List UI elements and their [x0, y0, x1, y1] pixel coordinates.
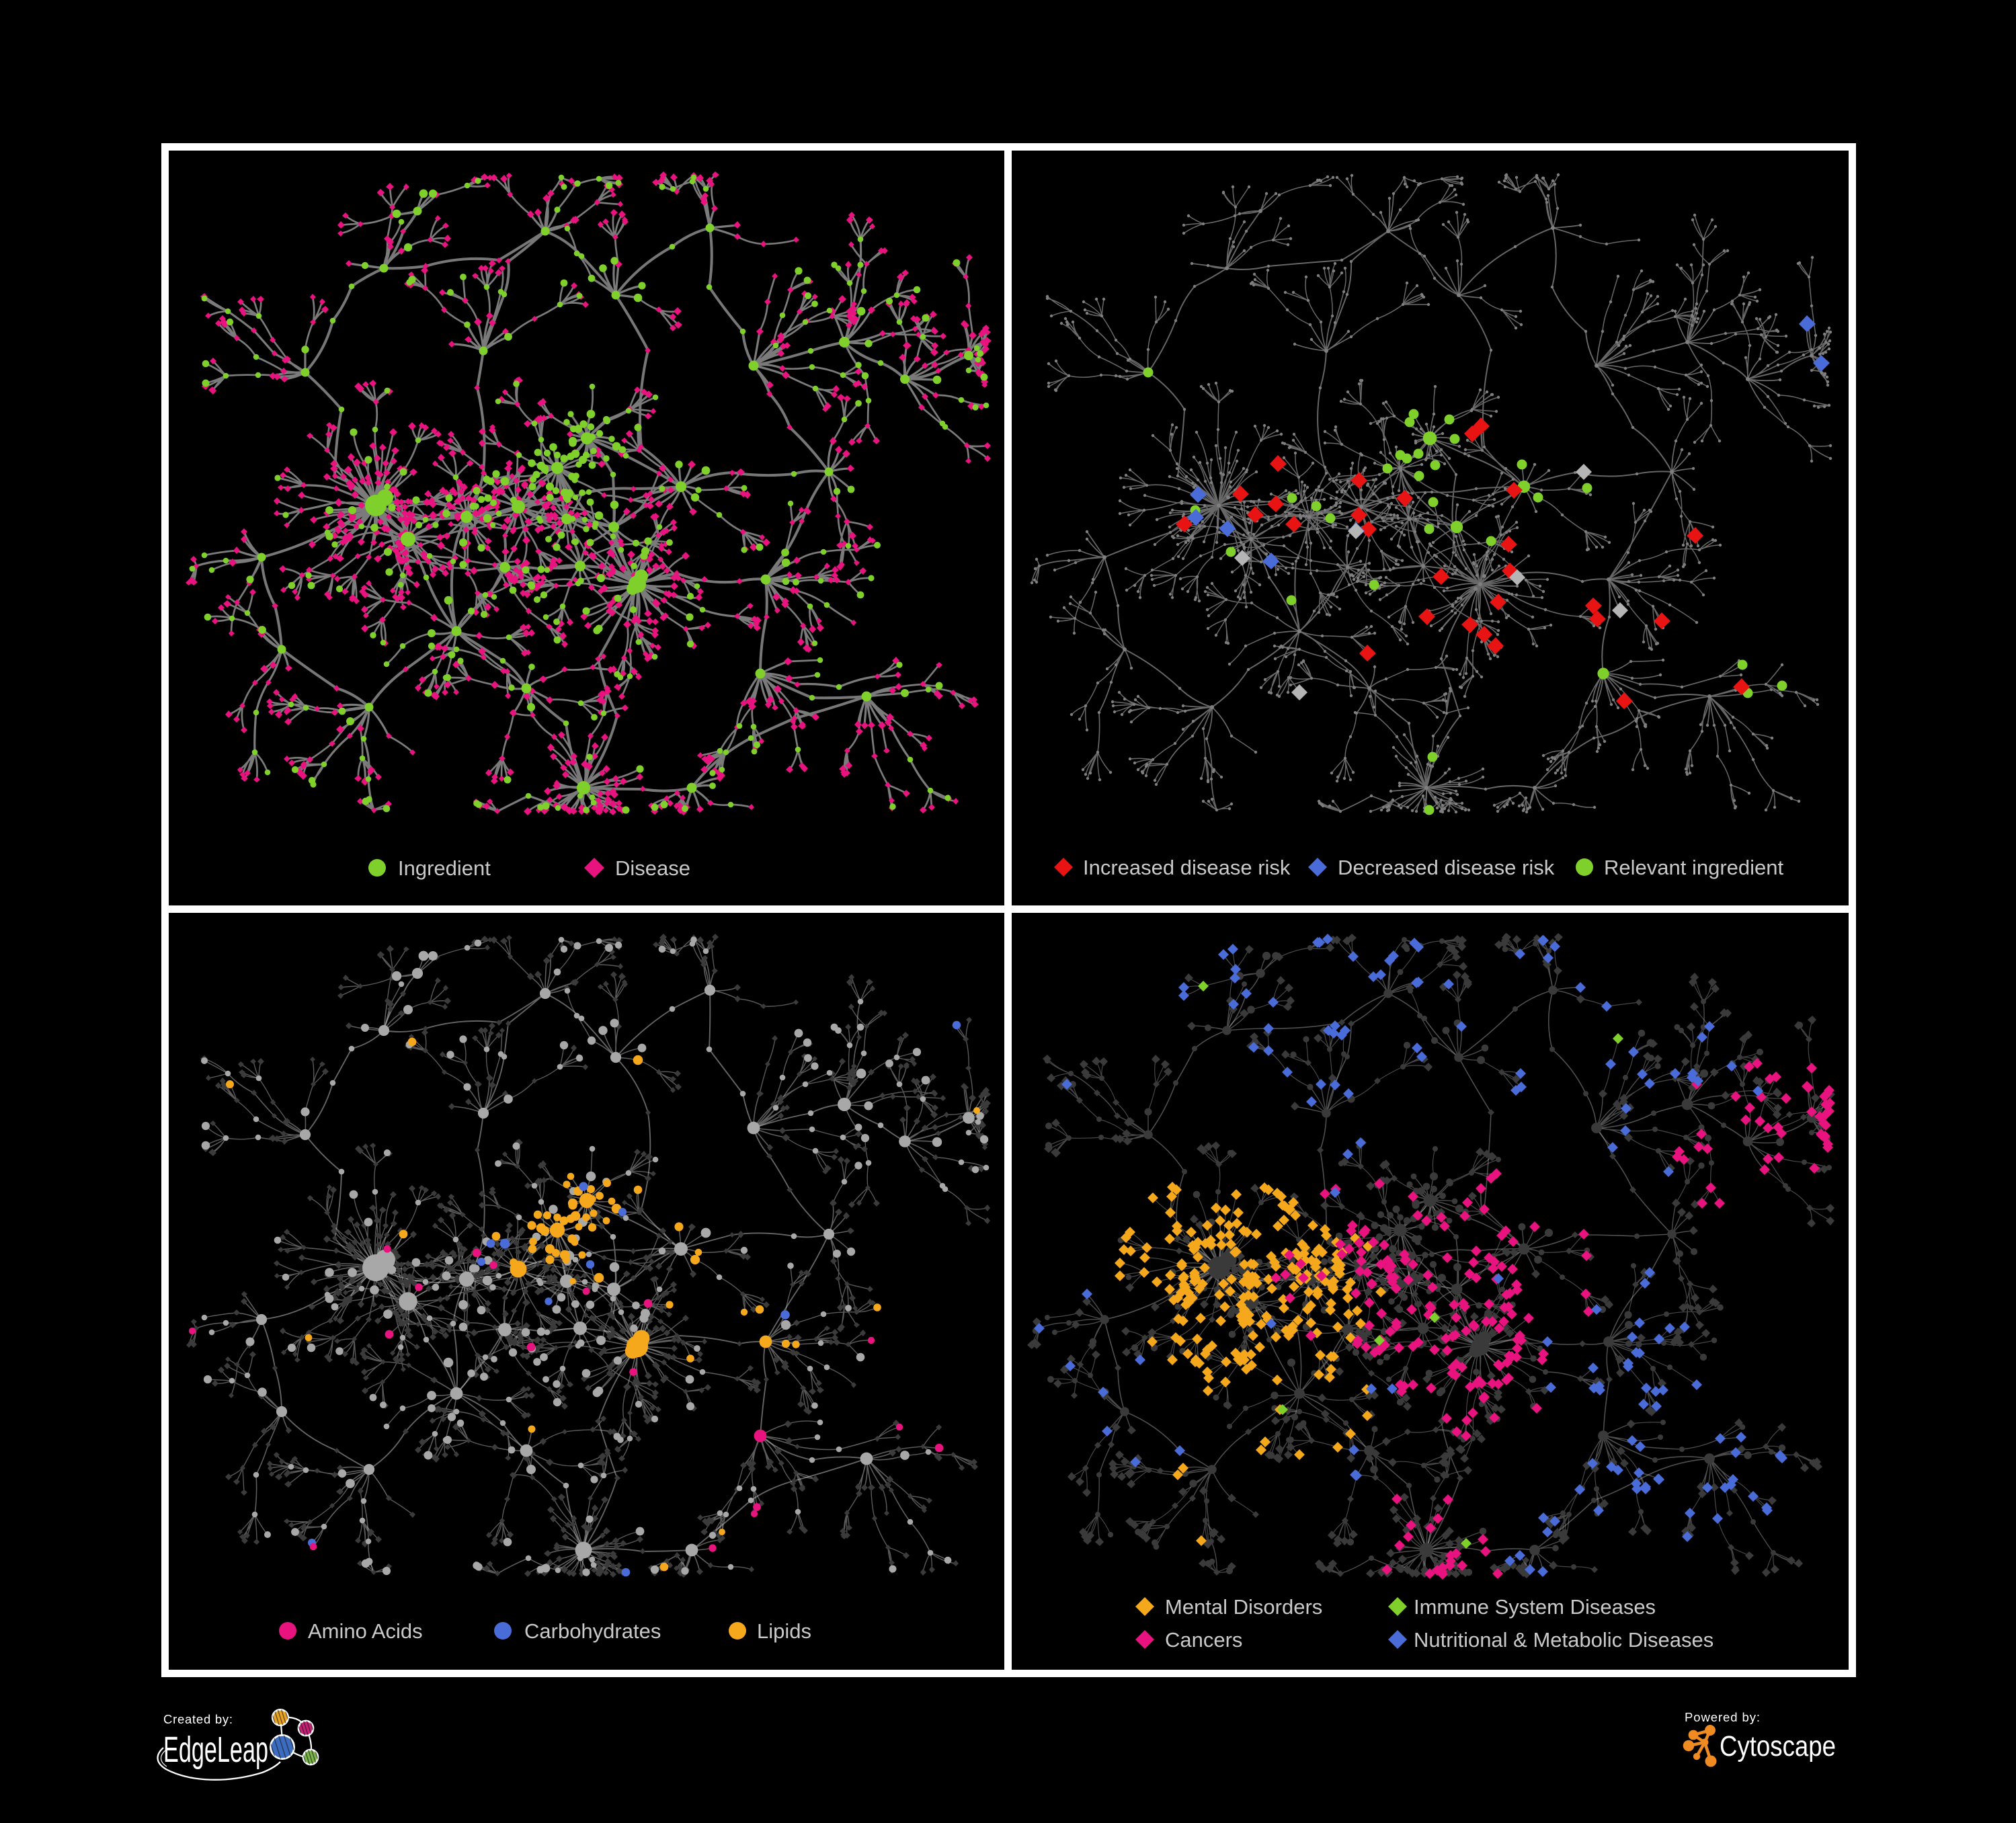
svg-text:Carbohydrates: Carbohydrates — [524, 1619, 661, 1643]
svg-text:Ingredient: Ingredient — [398, 856, 491, 880]
svg-text:Amino Acids: Amino Acids — [308, 1619, 423, 1643]
svg-text:Disease: Disease — [615, 856, 690, 880]
svg-text:Nutritional & Metabolic Diseas: Nutritional & Metabolic Diseases — [1414, 1628, 1713, 1652]
svg-text:Decreased disease risk: Decreased disease risk — [1338, 856, 1555, 879]
svg-text:Relevant ingredient: Relevant ingredient — [1604, 856, 1784, 879]
svg-text:Created by:: Created by: — [163, 1712, 233, 1726]
svg-text:Lipids: Lipids — [757, 1619, 811, 1643]
svg-text:Cytoscape: Cytoscape — [1720, 1731, 1836, 1763]
svg-text:Increased disease risk: Increased disease risk — [1083, 856, 1291, 879]
svg-text:Mental Disorders: Mental Disorders — [1165, 1595, 1322, 1619]
svg-text:Powered by:: Powered by: — [1685, 1710, 1760, 1724]
svg-text:Immune System Diseases: Immune System Diseases — [1414, 1595, 1656, 1619]
svg-text:Cancers: Cancers — [1165, 1628, 1242, 1652]
svg-text:EdgeLeap: EdgeLeap — [163, 1730, 268, 1770]
